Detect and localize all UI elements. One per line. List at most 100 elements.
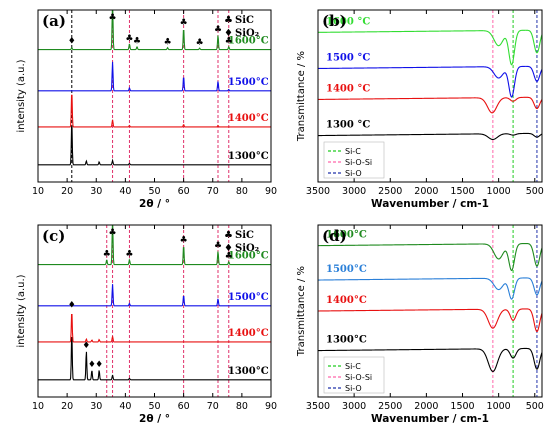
series-label: 1400 °C (326, 83, 370, 94)
x-tick-label: 2000 (414, 401, 438, 412)
phase-marker: ♣ (180, 18, 188, 28)
legend-symbol: ♦ (224, 28, 233, 39)
x-tick-label: 1000 (487, 401, 511, 412)
series-label: 1600°C (228, 36, 269, 47)
x-tick-label: 70 (207, 401, 219, 412)
legend-symbol: ♣ (224, 15, 233, 26)
y-axis-label: Transmittance / % (296, 51, 307, 142)
series-line (318, 96, 542, 114)
x-tick-label: 30 (90, 186, 102, 197)
x-tick-label: 40 (119, 186, 131, 197)
x-axis-label: Wavenumber / cm-1 (371, 413, 489, 425)
legend-text: Si-C (345, 362, 361, 371)
y-axis-label: Transmittance / % (296, 266, 307, 357)
legend-text: SiO₂ (235, 28, 259, 39)
y-axis-label: intensity (a.u.) (16, 59, 27, 132)
phase-marker: ♣ (109, 228, 117, 238)
x-tick-label: 20 (61, 186, 73, 197)
series-label: 1500°C (228, 292, 269, 303)
series-line (318, 132, 542, 141)
x-tick-label: 500 (526, 186, 544, 197)
x-tick-label: 90 (265, 186, 277, 197)
x-tick-label: 2500 (378, 401, 402, 412)
legend-text: SiC (235, 15, 254, 26)
x-tick-label: 10 (32, 186, 44, 197)
x-tick-label: 3000 (342, 186, 366, 197)
plot-frame (317, 224, 543, 398)
x-tick-label: 10 (32, 401, 44, 412)
legend-text: SiO₂ (235, 243, 259, 254)
legend: Si-C Si-O-Si Si-O (323, 356, 385, 394)
series-line (318, 242, 542, 272)
legend-symbol: ♦ (224, 243, 233, 254)
series-label: 1300 °C (326, 120, 370, 131)
series-line (318, 347, 542, 373)
plot-area-1 (318, 10, 542, 182)
x-tick-label: 2500 (378, 186, 402, 197)
x-tick-label: 90 (265, 401, 277, 412)
x-tick-label: 20 (61, 401, 73, 412)
series-label: 1400°C (228, 328, 269, 339)
x-tick-label: 500 (526, 401, 544, 412)
legend-box (323, 356, 385, 394)
legend-box (323, 141, 385, 179)
legend-text: Si-O-Si (345, 373, 372, 382)
series-line (38, 284, 271, 307)
y-axis-label: intensity (a.u.) (16, 274, 27, 347)
phase-marker: ♦ (95, 360, 103, 370)
phase-marker: ♣ (103, 250, 111, 260)
phase-marker: ♣ (133, 37, 141, 47)
x-tick-label: 1500 (450, 401, 474, 412)
x-axis-label: 2θ / ° (139, 198, 170, 210)
x-tick-label: 80 (236, 401, 248, 412)
series-label: 1500°C (326, 264, 367, 275)
x-tick-label: 2000 (414, 186, 438, 197)
legend-symbol: ♣ (224, 230, 233, 241)
series-label: 1400°C (326, 295, 367, 306)
x-tick-label: 50 (148, 401, 160, 412)
x-tick-label: 1500 (450, 186, 474, 197)
plot-area-2 (38, 225, 271, 397)
legend-text: SiC (235, 230, 254, 241)
phase-marker: ♣ (214, 241, 222, 251)
series-line (38, 313, 271, 343)
x-tick-label: 1000 (487, 186, 511, 197)
panel-0: 1300°C 1400°C 1500°C 1600°C 10 20 30 40 50 60 70 80… (16, 9, 277, 210)
series-line (38, 61, 271, 92)
plot-frame (317, 9, 543, 183)
x-tick-label: 3500 (306, 186, 330, 197)
series-label: 1500 °C (326, 52, 370, 63)
panel-label: (b) (322, 12, 347, 30)
phase-marker: ♦ (68, 301, 76, 311)
series-line (318, 65, 542, 98)
legend: Si-C Si-O-Si Si-O (323, 141, 385, 179)
series-label: 1600°C (326, 230, 367, 241)
series-line (38, 225, 271, 266)
series-line (318, 308, 542, 333)
series-line (38, 126, 271, 166)
x-axis-label: Wavenumber / cm-1 (371, 198, 489, 210)
series-label: 1400°C (228, 113, 269, 124)
plot-area-3 (318, 225, 542, 397)
panel-label: (d) (322, 227, 347, 245)
x-tick-label: 3500 (306, 401, 330, 412)
x-tick-label: 50 (148, 186, 160, 197)
legend-text: Si-O-Si (345, 158, 372, 167)
phase-marker: ♣ (196, 38, 204, 48)
phase-marker: ♣ (225, 252, 233, 262)
panel-label: (c) (42, 227, 65, 245)
x-tick-label: 40 (119, 401, 131, 412)
x-tick-label: 60 (178, 186, 190, 197)
series-label: 1500°C (228, 77, 269, 88)
phase-marker: ♣ (164, 38, 172, 48)
x-tick-label: 3000 (342, 401, 366, 412)
series-label: 1300°C (228, 151, 269, 162)
series-label: 1600°C (228, 251, 269, 262)
x-tick-label: 70 (207, 186, 219, 197)
phase-marker: ♣ (214, 25, 222, 35)
legend-text: Si-O (345, 169, 362, 178)
phase-marker: ♣ (125, 250, 133, 260)
phase-marker: ♣ (125, 34, 133, 44)
series-label: 1300°C (326, 335, 367, 346)
panel-1: 1300 °C 1400 °C 1500 °C 1600 °C 3500 3000 2500… (296, 9, 544, 210)
